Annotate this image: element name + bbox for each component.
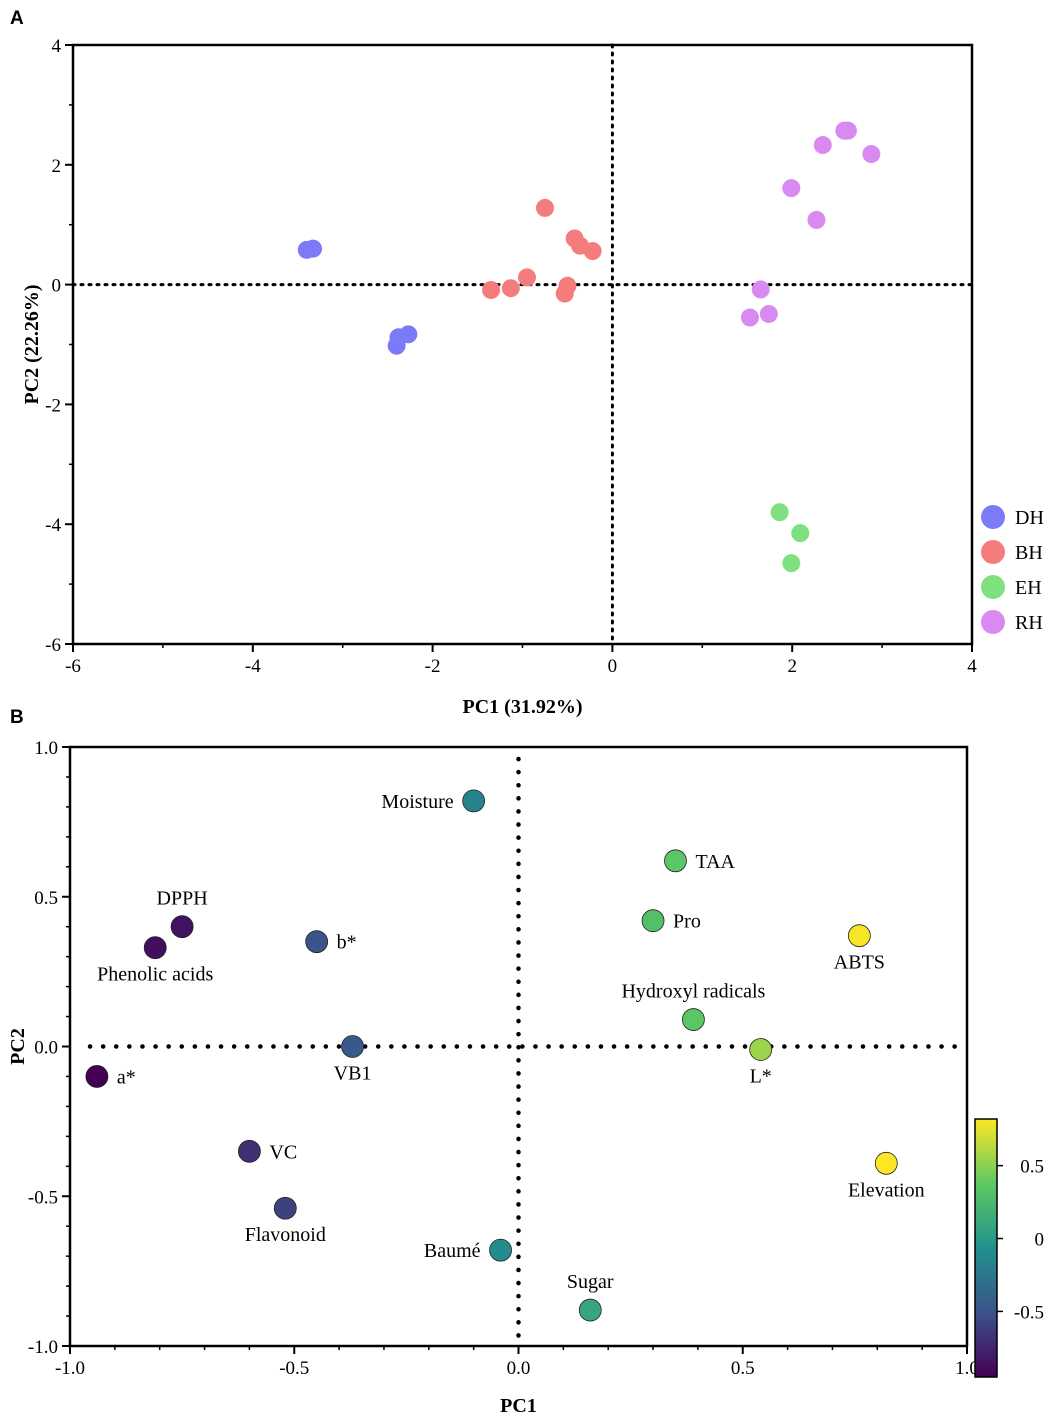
point-bh <box>583 242 602 261</box>
colorbar-tick-label: 0 <box>1035 1230 1045 1251</box>
loading-point-baum <box>489 1238 512 1262</box>
x-tick-label: 2 <box>787 656 797 677</box>
loading-point-b <box>305 930 329 954</box>
loading-label-pro: Pro <box>673 911 701 933</box>
loading-point-elevation <box>874 1151 898 1175</box>
loading-point-hydroxyl-radicals <box>682 1008 705 1031</box>
loading-label-abts: ABTS <box>834 952 885 974</box>
panel-b-loadings: -1.0 -0.5 0.0 0.5 1.0 1.0 0.5 0.0 -0.5 -1.0 PC1 PC2… <box>7 738 1044 1416</box>
legend-label-rh: RH <box>1015 612 1043 634</box>
loading-point-flavonoid <box>273 1196 297 1220</box>
x-axis-title: PC1 (31.92%) <box>463 696 583 718</box>
point-bh <box>517 268 536 287</box>
loading-label-a: a* <box>117 1066 136 1088</box>
point-rh <box>740 308 759 327</box>
loading-point-abts <box>847 924 871 948</box>
loading-label-phenolic-acids: Phenolic acids <box>97 964 213 986</box>
point-bh <box>482 280 501 299</box>
legend-label-bh: BH <box>1015 542 1043 564</box>
x-tick-label: 1.0 <box>955 1358 979 1379</box>
point-rh <box>759 304 778 323</box>
y-tick-label: -2 <box>45 395 61 416</box>
point-rh <box>751 280 770 299</box>
point-rh <box>862 145 881 164</box>
y-tick-label: -1.0 <box>28 1337 58 1358</box>
legend-marker-eh <box>981 575 1005 599</box>
loading-label-sugar: Sugar <box>567 1271 614 1293</box>
x-tick-label: -1.0 <box>55 1358 85 1379</box>
x-tick-label: 0.0 <box>507 1358 531 1379</box>
loading-label-dpph: DPPH <box>157 888 208 910</box>
x-tick-label: 0.5 <box>731 1358 755 1379</box>
loading-label-taa: TAA <box>695 851 735 873</box>
loading-point-vc <box>237 1139 261 1163</box>
panel-label-a: A <box>10 8 24 29</box>
legend-label-eh: EH <box>1015 577 1042 599</box>
y-tick-label: 0 <box>52 276 62 297</box>
loading-label-b: b* <box>337 932 357 954</box>
legend-label-dh: DH <box>1015 507 1044 529</box>
x-tick-label: 4 <box>967 656 977 677</box>
point-eh <box>782 554 801 573</box>
y-tick-label: -6 <box>45 635 61 656</box>
y-axis-title: PC2 (22.26%) <box>21 285 43 405</box>
point-bh <box>535 198 554 217</box>
y-tick-label: 4 <box>52 36 62 57</box>
loading-point-taa <box>664 849 687 873</box>
x-tick-label: -6 <box>65 656 81 677</box>
y-tick-label: 2 <box>52 156 62 177</box>
y-axis-title: PC2 <box>7 1028 29 1065</box>
point-eh <box>770 503 789 522</box>
point-rh <box>813 136 832 155</box>
loading-label-baum: Baumé <box>424 1240 481 1262</box>
panel-a-scatter: -6 -4 -2 0 2 4 4 2 0 -2 -4 -6 PC1 (31.92%) PC2 (22.26… <box>21 36 1044 718</box>
loading-point-sugar <box>578 1298 602 1322</box>
point-bh <box>555 284 574 303</box>
loading-point-moisture <box>462 789 486 813</box>
loading-point-a <box>85 1065 109 1088</box>
y-tick-label: 0.0 <box>34 1038 58 1059</box>
loading-label-flavonoid: Flavonoid <box>245 1224 326 1246</box>
loading-label-hydroxyl-radicals: Hydroxyl radicals <box>621 981 765 1003</box>
legend-marker-bh <box>981 540 1005 564</box>
point-eh <box>791 524 810 543</box>
point-dh <box>304 239 323 258</box>
loading-label-moisture: Moisture <box>381 791 453 813</box>
legend-marker-rh <box>981 610 1005 634</box>
point-rh <box>782 179 801 198</box>
loading-label-l: L* <box>750 1065 772 1087</box>
loading-label-vc: VC <box>269 1141 297 1163</box>
x-tick-label: -2 <box>425 656 441 677</box>
loading-point-dpph <box>170 915 194 939</box>
colorbar-tick-label: -0.5 <box>1014 1302 1044 1323</box>
panel-label-b: B <box>10 707 24 728</box>
loading-point-l <box>749 1038 773 1061</box>
loading-point-vb1 <box>341 1035 364 1058</box>
loading-label-vb1: VB1 <box>334 1063 372 1085</box>
point-rh <box>807 210 826 229</box>
y-tick-label: -4 <box>45 515 61 536</box>
x-axis-title: PC1 <box>500 1395 537 1416</box>
y-tick-label: 0.5 <box>34 888 58 909</box>
loading-point-phenolic-acids <box>143 936 167 960</box>
legend-marker-dh <box>981 505 1005 529</box>
y-tick-label: -0.5 <box>28 1187 58 1208</box>
loading-label-elevation: Elevation <box>848 1179 925 1201</box>
point-rh <box>838 121 857 140</box>
y-tick-label: 1.0 <box>34 738 58 759</box>
point-dh <box>399 325 418 344</box>
colorbar <box>974 1118 998 1378</box>
x-tick-label: -4 <box>245 656 261 677</box>
x-tick-label: -0.5 <box>279 1358 309 1379</box>
x-tick-label: 0 <box>608 656 618 677</box>
loading-point-pro <box>641 909 665 933</box>
colorbar-tick-label: 0.5 <box>1020 1157 1044 1178</box>
point-bh <box>501 279 520 298</box>
